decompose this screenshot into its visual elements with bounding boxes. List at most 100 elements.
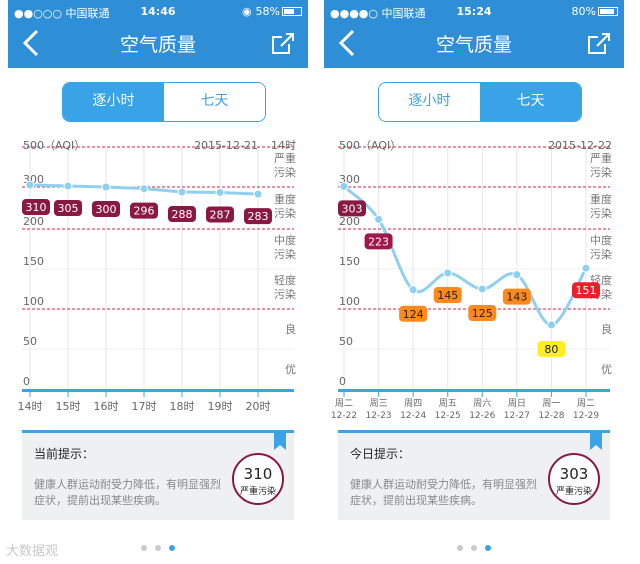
aqi-badge: 310 严重污染 xyxy=(232,453,284,505)
x-tick-sublabel: 12-29 xyxy=(573,411,599,421)
x-tick-label: 16时 xyxy=(94,400,119,413)
chevron-left-icon xyxy=(338,29,355,57)
x-tick-label: 周一 xyxy=(542,398,560,409)
page-dot[interactable] xyxy=(471,545,477,551)
y-tick-label: 50 xyxy=(339,335,353,348)
battery-fill xyxy=(600,9,614,14)
pollution-level-label: 中度 xyxy=(274,233,296,247)
tab-seven-days[interactable]: 七天 xyxy=(480,83,581,121)
y-tick-label: 50 xyxy=(23,335,37,348)
share-icon xyxy=(272,33,294,54)
pollution-level-label: 轻度 xyxy=(274,273,296,287)
data-point xyxy=(253,189,263,199)
chart-date: 2015-12-22 xyxy=(548,139,612,152)
data-point xyxy=(443,268,453,278)
data-label: 287 xyxy=(210,208,231,221)
data-point xyxy=(177,187,187,197)
tab-hourly[interactable]: 逐小时 xyxy=(63,83,164,121)
data-label: 303 xyxy=(342,202,363,215)
page-dot[interactable] xyxy=(155,545,161,551)
chart-date: 2015-12-21 xyxy=(194,139,258,152)
data-label: 296 xyxy=(134,205,155,218)
clock: 14:46 xyxy=(140,5,176,18)
x-tick-label: 周二 xyxy=(335,398,353,409)
data-point xyxy=(339,181,349,191)
pollution-level-label: 优 xyxy=(285,363,296,376)
data-label-badge xyxy=(537,341,566,357)
data-label: 310 xyxy=(26,201,47,214)
data-point xyxy=(139,184,149,194)
back-button[interactable] xyxy=(334,28,360,58)
chart-corner-label: 14时 xyxy=(271,139,296,152)
aqi-value: 303 xyxy=(559,465,589,483)
pollution-level-label: 严重 xyxy=(590,151,612,165)
page-indicator xyxy=(324,536,624,555)
data-label-badge xyxy=(433,287,462,303)
x-tick-label: 14时 xyxy=(18,400,43,413)
x-tick-label: 周二 xyxy=(577,398,595,409)
data-point xyxy=(546,320,556,330)
data-point xyxy=(215,187,225,197)
data-point xyxy=(512,270,522,280)
x-tick-label: 周六 xyxy=(473,397,491,409)
data-label: 151 xyxy=(576,284,597,297)
x-tick-label: 17时 xyxy=(132,400,157,413)
aqi-level: 严重污染 xyxy=(239,487,276,497)
data-label: 283 xyxy=(248,210,269,223)
y-tick-label: 100 xyxy=(23,295,44,308)
pollution-level-label: 良 xyxy=(285,322,296,336)
data-point xyxy=(63,181,73,191)
y-tick-label: 200 xyxy=(339,215,360,228)
pollution-level-label: 污染 xyxy=(274,247,296,261)
x-tick-label: 15时 xyxy=(56,400,81,413)
data-label: 125 xyxy=(472,307,493,320)
carrier-label: ●●●●○ 中国联通 xyxy=(330,7,426,20)
tip-title: 今日提示： xyxy=(350,447,411,461)
page-dot[interactable] xyxy=(141,545,147,551)
phone-screen-seven-day: ●●●●○ 中国联通 15:24 80% 空气质量 逐小时 七天 0 50 100 1… xyxy=(324,0,624,564)
page-indicator xyxy=(8,536,308,555)
data-label: 124 xyxy=(403,308,424,321)
chevron-left-icon xyxy=(22,29,39,57)
pollution-level-label: 重度 xyxy=(590,192,612,206)
status-bar: ●●●●○ 中国联通 15:24 80% xyxy=(324,0,624,22)
share-button[interactable] xyxy=(586,30,612,56)
data-label: 145 xyxy=(437,289,458,302)
tip-card: 今日提示： 健康人群运动耐受力降低，有明显强烈症状，提前出现某些疾病。 303 … xyxy=(338,430,610,520)
x-tick-sublabel: 12-25 xyxy=(435,411,461,421)
x-tick-label: 18时 xyxy=(170,400,195,413)
data-label: 288 xyxy=(172,208,193,221)
pollution-level-label: 重度 xyxy=(274,192,296,206)
back-button[interactable] xyxy=(18,28,44,58)
page-dot-active[interactable] xyxy=(485,545,491,551)
share-button[interactable] xyxy=(270,30,296,56)
x-tick-sublabel: 12-28 xyxy=(538,411,564,421)
data-point xyxy=(25,180,35,190)
pollution-level-label: 污染 xyxy=(590,206,612,220)
pollution-level-label: 污染 xyxy=(274,287,296,301)
data-point xyxy=(408,285,418,295)
data-label-badge xyxy=(244,208,272,225)
data-point xyxy=(581,263,591,273)
pollution-level-label: 污染 xyxy=(590,247,612,261)
page-dot[interactable] xyxy=(457,545,463,551)
aqi-chart: 0 50 100 150 200 300 500（AQI） 2015-12-21 14时 严重 污染… xyxy=(8,125,308,425)
battery-icon xyxy=(598,7,618,16)
pollution-level-label: 中度 xyxy=(590,233,612,247)
tip-body: 健康人群运动耐受力降低，有明显强烈症状，提前出现某些疾病。 xyxy=(350,478,537,507)
x-tick-label: 周日 xyxy=(508,398,526,409)
data-label: 223 xyxy=(368,235,389,248)
share-icon xyxy=(588,33,610,54)
aqi-badge: 303 严重污染 xyxy=(548,453,600,505)
data-label-badge xyxy=(168,206,196,223)
tab-hourly[interactable]: 逐小时 xyxy=(379,83,480,121)
tab-seven-days[interactable]: 七天 xyxy=(164,83,265,121)
page-dot-active[interactable] xyxy=(169,545,175,551)
pollution-level-label: 污染 xyxy=(274,165,296,179)
x-axis-bar xyxy=(338,389,610,392)
y-tick-label: 0 xyxy=(23,375,30,388)
data-label: 80 xyxy=(544,343,558,356)
clock: 15:24 xyxy=(456,5,492,18)
